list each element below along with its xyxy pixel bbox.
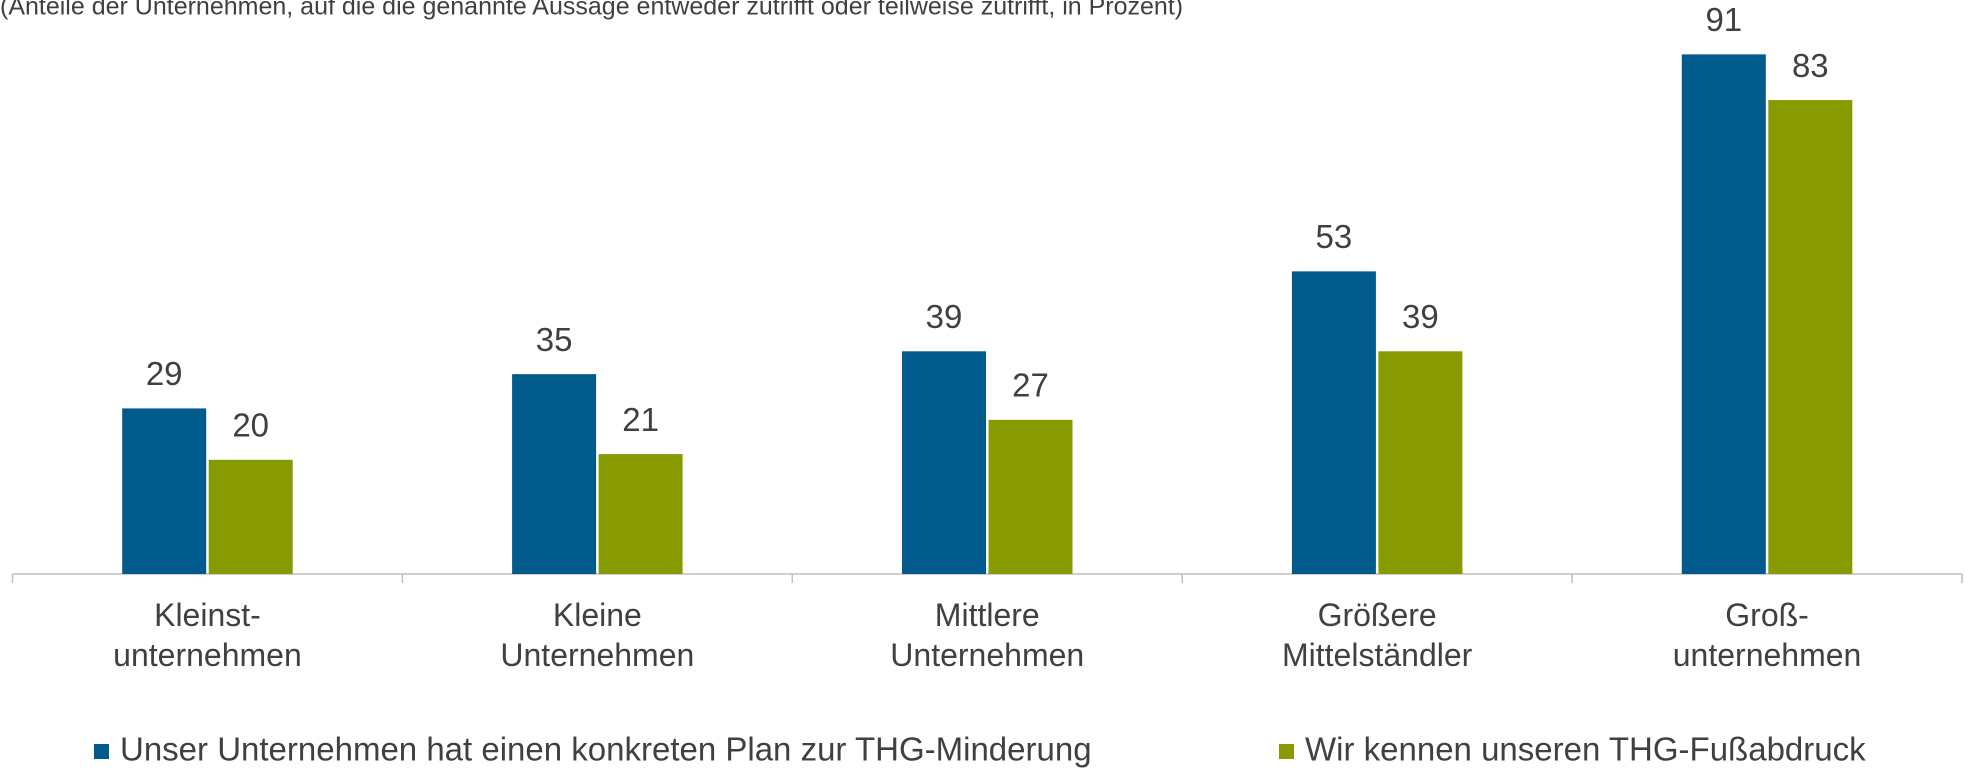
value-label: 21 <box>622 401 659 438</box>
bar <box>902 351 986 574</box>
value-label: 39 <box>1402 298 1439 335</box>
legend-label: Wir kennen unseren THG-Fußabdruck <box>1305 731 1866 768</box>
bar <box>1768 100 1853 574</box>
bar <box>598 454 683 574</box>
value-label: 91 <box>1705 1 1742 38</box>
value-label: 27 <box>1012 367 1049 404</box>
x-tick-label: Mittlere Unternehmen <box>890 597 1084 673</box>
bar <box>1378 351 1463 574</box>
bar <box>208 459 293 574</box>
value-label: 35 <box>536 321 573 358</box>
chart-subtitle: (Anteile der Unternehmen, auf die die ge… <box>0 0 1183 21</box>
bar <box>988 419 1073 574</box>
x-tick-label: Größere Mittelständler <box>1282 597 1473 673</box>
legend-label: Unser Unternehmen hat einen konkreten Pl… <box>120 731 1092 768</box>
legend-swatch <box>94 744 109 759</box>
bar <box>1291 271 1376 574</box>
value-label: 39 <box>926 298 963 335</box>
bar <box>1681 54 1766 574</box>
value-label: 53 <box>1316 218 1353 255</box>
x-tick-label: Groß-unternehmen <box>1673 597 1862 673</box>
value-label: 83 <box>1792 47 1829 84</box>
x-tick-label: Kleinst-unternehmen <box>113 597 302 673</box>
bar <box>512 374 597 574</box>
bar <box>122 408 207 574</box>
x-tick-label: Kleine Unternehmen <box>500 597 694 673</box>
value-label: 29 <box>146 355 183 392</box>
value-label: 20 <box>232 407 269 444</box>
legend-swatch <box>1279 744 1294 759</box>
